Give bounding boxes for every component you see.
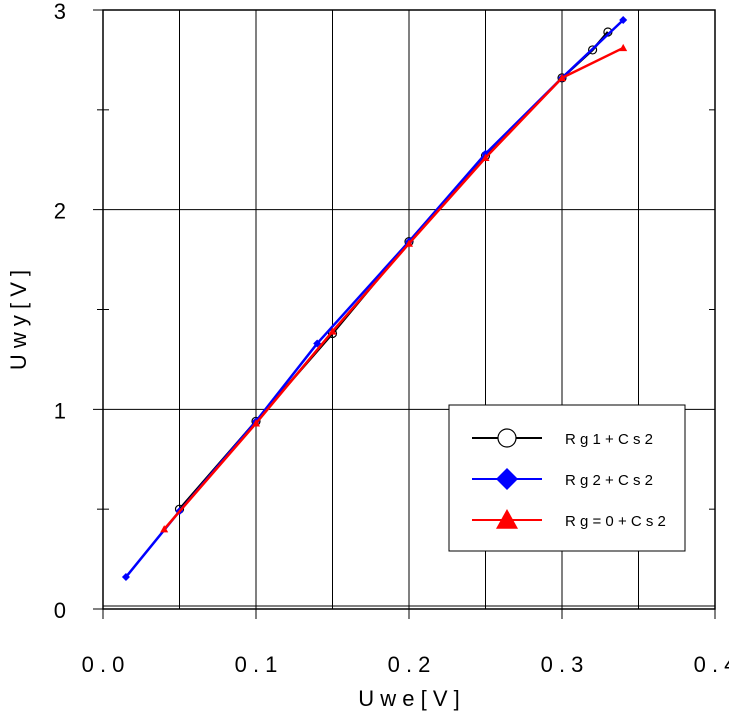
marker-triangle [252, 419, 260, 427]
legend-label: R g 2 + C s 2 [565, 472, 653, 489]
marker-triangle [496, 509, 518, 529]
x-tick-label: 0 . 0 [82, 652, 125, 677]
y-tick-label: 0 [54, 598, 66, 623]
marker-triangle [405, 239, 413, 247]
x-tick-label: 0 . 3 [541, 652, 584, 677]
marker-diamond [619, 15, 628, 24]
x-axis-label: U w e [ V ] [358, 686, 459, 711]
marker-triangle [481, 153, 490, 161]
series-layer [121, 15, 628, 582]
plot-frame [102, 9, 716, 610]
marker-circle [497, 428, 517, 448]
y-tick-label: 1 [54, 398, 66, 423]
legend-label: R g = 0 + C s 2 [565, 513, 666, 530]
legend-label: R g 1 + C s 2 [565, 431, 653, 448]
x-tick-label: 0 . 2 [388, 652, 431, 677]
marker-diamond [313, 339, 322, 348]
x-tick-label: 0 . 1 [235, 652, 278, 677]
marker-triangle [558, 73, 566, 82]
grid [93, 9, 716, 619]
y-tick-label: 2 [54, 199, 66, 224]
marker-triangle [619, 43, 628, 52]
marker-triangle [328, 327, 337, 335]
y-tick-label: 3 [54, 0, 66, 24]
marker-diamond [121, 573, 130, 582]
series-triangle [160, 43, 628, 533]
marker-circle [587, 45, 598, 55]
tick-labels: 0 . 0 0 . 1 0 . 2 0 . 3 0 . 4 0 1 2 3 [54, 0, 729, 677]
x-tick-label: 0 . 4 [694, 652, 729, 677]
marker-diamond [496, 468, 518, 490]
marker-triangle [160, 525, 169, 533]
y-axis-label: U w y [ V ] [6, 270, 31, 370]
legend: R g 1 + C s 2 R g 2 + C s 2 R g = 0 + C s … [448, 404, 686, 552]
